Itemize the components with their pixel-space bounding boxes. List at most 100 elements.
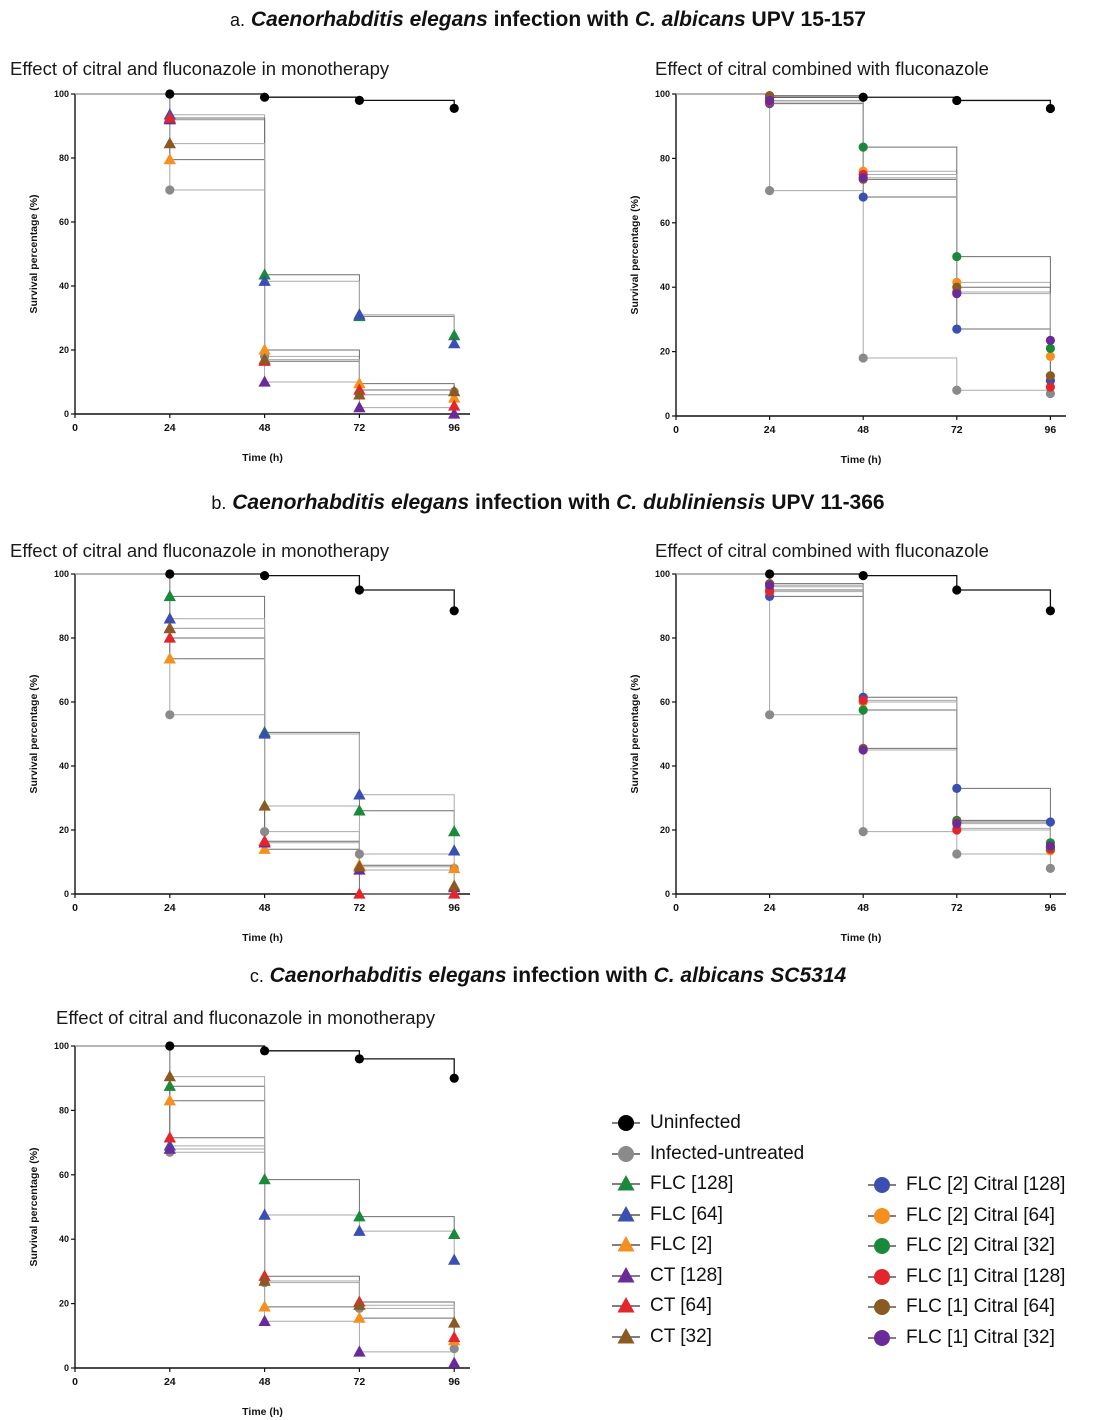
- x-axis-label: Time (h): [841, 932, 882, 944]
- data-point: [448, 1253, 461, 1265]
- x-tick-label: 96: [448, 902, 460, 914]
- data-point: [858, 571, 868, 581]
- data-point: [353, 788, 366, 800]
- data-point: [258, 1208, 271, 1220]
- legend-label: CT [64]: [650, 1295, 712, 1316]
- data-point: [258, 834, 271, 846]
- panel-subtitle-c-mono: Effect of citral and fluconazole in mono…: [56, 1007, 436, 1028]
- y-axis-label: Survival percentage (%): [28, 674, 40, 793]
- data-point: [952, 289, 962, 299]
- data-point: [1045, 103, 1055, 114]
- data-point: [353, 1298, 366, 1310]
- data-point: [1045, 351, 1055, 362]
- x-tick-label: 96: [1045, 902, 1057, 914]
- x-tick-label: 48: [857, 424, 869, 436]
- x-tick-label: 48: [259, 1376, 271, 1388]
- legend-marker: [612, 1327, 640, 1343]
- data-point: [260, 92, 270, 102]
- y-tick-label: 80: [660, 633, 670, 643]
- data-point: [858, 192, 868, 202]
- y-tick-label: 80: [59, 633, 69, 643]
- data-point: [858, 695, 868, 706]
- data-point: [765, 95, 775, 106]
- data-point: [1045, 382, 1055, 392]
- section-letter: a.: [230, 10, 246, 30]
- data-point: [353, 308, 366, 320]
- section-species: C. albicans: [634, 8, 746, 31]
- legend-marker: [868, 1299, 896, 1315]
- data-point: [258, 353, 271, 365]
- data-point: [765, 587, 775, 597]
- legend-label: Infected-untreated: [650, 1142, 805, 1164]
- x-tick-label: 72: [354, 902, 366, 914]
- y-tick-label: 60: [59, 697, 69, 707]
- data-point: [163, 589, 176, 602]
- y-tick-label: 80: [59, 1105, 69, 1115]
- legend-label: FLC [1] Citral [128]: [906, 1265, 1066, 1287]
- section-title-b: b. Caenorhabditis elegans infection with…: [0, 491, 1096, 515]
- x-tick-label: 48: [259, 422, 271, 434]
- section-organism: Caenorhabditis elegans: [269, 964, 507, 987]
- step-line-uninfected: [75, 93, 455, 109]
- data-point: [952, 252, 962, 262]
- data-point: [858, 705, 868, 715]
- y-tick-label: 20: [59, 1299, 69, 1309]
- data-point: [260, 827, 270, 837]
- section-title-c: c. Caenorhabditis elegans infection with…: [0, 964, 1096, 988]
- x-tick-label: 0: [673, 424, 679, 436]
- y-axis-label: Survival percentage (%): [629, 195, 641, 314]
- data-point: [163, 153, 176, 165]
- data-point: [353, 804, 366, 816]
- legend-marker: [868, 1177, 896, 1193]
- data-point: [952, 585, 962, 595]
- y-axis-label: Survival percentage (%): [28, 1147, 40, 1266]
- y-tick-label: 80: [660, 153, 670, 163]
- legend-marker: [612, 1266, 640, 1282]
- section-species: C. albicans SC5314: [653, 964, 847, 987]
- data-point: [449, 606, 459, 616]
- data-point: [354, 95, 364, 105]
- x-axis-label: Time (h): [242, 452, 283, 464]
- panel-subtitle-b-mono: Effect of citral and fluconazole in mono…: [10, 540, 390, 561]
- section-title-a: a. Caenorhabditis elegans infection with…: [0, 8, 1096, 32]
- x-tick-label: 0: [673, 902, 679, 914]
- data-point: [952, 849, 962, 859]
- data-point: [448, 1356, 461, 1368]
- section-mid: infection with: [506, 964, 654, 987]
- x-tick-label: 96: [448, 422, 460, 434]
- data-point: [165, 569, 175, 579]
- data-point: [163, 1094, 176, 1106]
- legend-label: FLC [2]: [650, 1234, 713, 1255]
- legend-label: FLC [64]: [650, 1203, 723, 1225]
- legend-marker: [612, 1236, 640, 1252]
- x-tick-label: 48: [259, 902, 271, 914]
- data-point: [448, 1316, 461, 1328]
- data-point: [353, 860, 366, 872]
- y-axis-label: Survival percentage (%): [629, 674, 641, 793]
- data-point: [952, 282, 962, 292]
- y-tick-label: 20: [59, 825, 69, 835]
- data-point: [258, 842, 271, 854]
- data-point: [353, 401, 366, 413]
- y-tick-label: 60: [660, 697, 670, 707]
- data-point: [448, 1330, 461, 1343]
- data-point: [448, 825, 461, 837]
- y-tick-label: 0: [64, 1363, 69, 1373]
- data-point: [260, 571, 270, 581]
- data-point: [353, 388, 366, 400]
- step-line-uninfected: [676, 573, 1052, 611]
- y-tick-label: 80: [59, 153, 69, 163]
- x-axis-label: Time (h): [242, 932, 283, 944]
- section-strain: UPV 11-366: [765, 491, 885, 514]
- data-point: [449, 1073, 459, 1083]
- data-point: [1045, 388, 1055, 399]
- data-point: [163, 1142, 176, 1154]
- data-point: [353, 1345, 366, 1357]
- y-tick-label: 100: [54, 89, 69, 99]
- data-point: [258, 1314, 271, 1326]
- data-point: [163, 612, 176, 624]
- data-point: [858, 827, 868, 837]
- y-tick-label: 40: [59, 1234, 69, 1244]
- x-tick-label: 24: [164, 1376, 176, 1388]
